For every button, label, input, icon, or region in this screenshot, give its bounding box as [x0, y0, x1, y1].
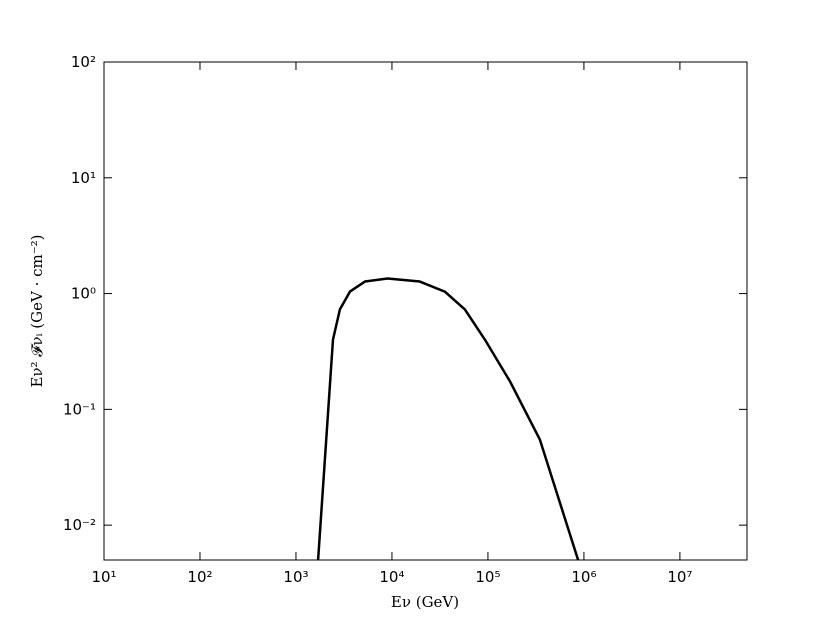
y-tick-label: 10¹	[71, 169, 96, 187]
x-tick-label: 10⁷	[667, 568, 692, 586]
y-tick-label: 10⁰	[71, 285, 96, 303]
x-tick-label: 10⁵	[475, 568, 500, 586]
y-tick-label: 10⁻²	[63, 516, 96, 534]
y-axis-label: Eν² 𝓕νᵢ (GeV · cm⁻²)	[28, 234, 46, 387]
y-tick-label: 10²	[71, 53, 96, 71]
x-tick-label: 10¹	[91, 568, 116, 586]
x-axis-label: Eν (GeV)	[391, 593, 459, 611]
data-line	[316, 277, 580, 561]
x-tick-label: 10⁶	[571, 568, 596, 586]
y-tick-label: 10⁻¹	[63, 400, 96, 418]
x-tick-label: 10²	[187, 568, 212, 586]
x-tick-label: 10³	[283, 568, 308, 586]
plot-frame	[103, 61, 748, 561]
x-tick-label: 10⁴	[379, 568, 404, 586]
